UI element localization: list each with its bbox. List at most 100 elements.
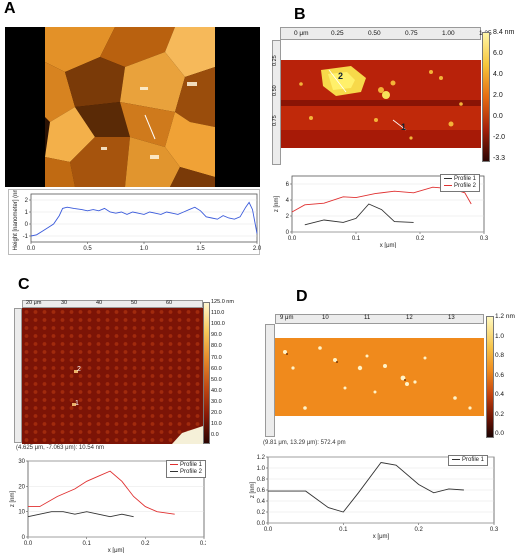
panel-b-colorbar-tick-3: 2.0 (493, 92, 503, 99)
panel-c-legend-label-1: Profile 1 (180, 462, 203, 468)
panel-c-colorbar-tick-9: 30.0 (211, 398, 222, 405)
panel-c-ruler-tick-2: 40 (96, 300, 103, 306)
x-tick-label: 0.5 (83, 246, 92, 252)
x-tick-label: 0.0 (288, 236, 297, 242)
panel-b-marker-1: 1 (401, 122, 407, 132)
panel-b-top-ruler (280, 27, 481, 40)
x-tick-label: 0.3 (480, 236, 489, 242)
panel-c-colorbar-tick-5: 70.0 (211, 354, 222, 361)
x-tick-label: 1.5 (196, 246, 205, 252)
y-tick-label: 0.2 (257, 510, 266, 516)
panel-b-colorbar-tick-4: 0.0 (493, 113, 503, 120)
x-axis-label: x [μm] (380, 243, 397, 248)
panel-c-colorbar-tick-4: 80.0 (211, 343, 222, 350)
y-tick-label: 0.8 (257, 477, 266, 483)
x-tick-label: 0.0 (264, 527, 273, 533)
panel-d-legend: Profile 1 (448, 455, 489, 466)
panel-c-side-ruler (14, 308, 22, 443)
x-axis-label: x [μm] (108, 548, 125, 553)
y-tick-label: 10 (18, 510, 25, 516)
panel-c-colorbar-tick-3: 90.0 (211, 332, 222, 339)
panel-d-colorbar-tick-3: 0.6 (495, 371, 505, 379)
series-line-profile-1 (304, 203, 414, 226)
panel-a-profile-chart: 0.0 0.5 1.0 1.5 2.0 2 1 0 -1 Height [nanometer] (… (13, 185, 262, 252)
panel-d-colorbar-tick-1: 1.0 (495, 332, 505, 340)
panel-a-afm-image (45, 27, 215, 187)
panel-d-colorbar-tick-6: 0.0 (495, 430, 505, 437)
panel-d-colorbar-tick-2: 0.8 (495, 352, 505, 359)
x-tick-label: 0.2 (414, 527, 423, 533)
y-tick-label: 0.6 (257, 488, 266, 494)
panel-b-colorbar-tick-2: 4.0 (493, 71, 503, 78)
x-tick-label: 0.2 (141, 541, 150, 547)
panel-b-legend-entry-1: Profile 1 (444, 176, 476, 183)
panel-b-legend-entry-2: Profile 2 (444, 183, 476, 190)
panel-d-colorbar-tick-0: 1.2 nm (495, 313, 515, 320)
panel-d-side-ruler (265, 324, 275, 437)
panel-d-status: (9.81 μm, 13.29 μm): 572.4 pm (263, 440, 346, 446)
panel-d-colorbar-tick-4: 0.4 (495, 391, 505, 398)
panel-c-colorbar-tick-2: 100.0 (211, 321, 225, 328)
panel-d-top-ruler (275, 314, 484, 324)
panel-c-ruler-tick-0: 20 μm (26, 300, 42, 306)
x-tick-label: 0.1 (339, 527, 348, 533)
panel-d-legend-entry-1: Profile 1 (452, 457, 484, 464)
series-line-profile-1 (268, 462, 464, 513)
panel-c-legend-label-2: Profile 2 (180, 469, 203, 475)
y-tick-label: 4 (286, 198, 290, 204)
y-axis-label: z [nm] (274, 196, 280, 213)
x-tick-label: 0.2 (416, 236, 425, 242)
panel-d-ruler-tick-0: 9 μm (280, 315, 294, 321)
y-axis-label: z [nm] (10, 491, 16, 508)
panel-b-colorbar-tick-6: -3.3 (493, 155, 506, 162)
panel-a-afm-frame (5, 27, 260, 187)
panel-b-afm-image (281, 60, 481, 148)
panel-d-colorbar (486, 316, 494, 438)
panel-c-colorbar-tick-0: 125.0 nm (211, 299, 234, 305)
y-tick-label: 0 (22, 535, 26, 541)
panel-d-afm-image (275, 338, 484, 416)
y-tick-label: 0 (286, 230, 290, 236)
panel-d-ruler-tick-1: 10 (322, 315, 329, 321)
panel-b-side-tick-1: 0.50 (272, 85, 278, 96)
panel-d-ruler-tick-3: 12 (406, 315, 413, 321)
panel-c-marker-2: 2 (77, 366, 81, 373)
panel-a-profile-box: 0.0 0.5 1.0 1.5 2.0 2 1 0 -1 Height [nanometer] (… (8, 185, 262, 255)
panel-c-marker-1: 1 (75, 400, 79, 407)
y-tick-label: 0.4 (257, 499, 266, 505)
panel-c-ruler-tick-4: 60 (166, 300, 173, 306)
panel-b-colorbar (482, 32, 490, 162)
panel-c-colorbar-tick-8: 40.0 (211, 387, 222, 394)
y-tick-label: 0 (25, 222, 29, 228)
panel-c-top-ruler (22, 300, 203, 308)
y-tick-label: 1.0 (257, 466, 266, 472)
panel-d-profile-box: 0.0 0.1 0.2 0.3 0.0 0.2 0.4 0.6 0.8 1.0 1.2 x [μm] z… (244, 449, 504, 541)
panel-b-legend: Profile 1 Profile 2 (440, 174, 481, 192)
panel-b-colorbar-tick-0: 8.4 nm (493, 29, 515, 36)
panel-b-ruler-tick-0: 0 μm (294, 30, 309, 37)
x-tick-label: 0.3 (490, 527, 499, 533)
panel-c-status: (4.625 μm, -7.063 μm): 10.54 nm (16, 445, 104, 451)
series-line-profile-1 (28, 470, 175, 515)
panel-c-afm-image (22, 308, 203, 444)
panel-d-profile-chart: 0.0 0.1 0.2 0.3 0.0 0.2 0.4 0.6 0.8 1.0 1.2 x [μm] z… (250, 455, 499, 540)
x-axis-label: x [μm] (373, 534, 390, 540)
series-line-profile-2 (27, 511, 134, 518)
panel-b-colorbar-tick-5: -2.0 (493, 134, 506, 141)
y-tick-label: 0.0 (257, 521, 266, 527)
panel-c-colorbar-tick-7: 50.0 (211, 376, 222, 383)
y-tick-label: 30 (18, 459, 25, 465)
x-tick-label: 0.0 (27, 246, 36, 252)
panel-c-colorbar-tick-11: 10.0 (211, 421, 222, 428)
panel-b-marker-2: 2 (338, 71, 344, 81)
panel-c-colorbar-tick-12: 0.0 (211, 432, 219, 439)
panel-letter-b: B (294, 6, 306, 23)
panel-c-colorbar (203, 302, 210, 444)
panel-letter-c: C (18, 276, 30, 293)
panel-b-side-ruler (272, 40, 281, 165)
panel-b-ruler-tick-1: 0.25 (331, 30, 344, 37)
panel-b-ruler-tick-4: 1.00 (442, 30, 455, 37)
x-tick-label: 2.0 (253, 246, 261, 252)
x-tick-label: 0.0 (24, 541, 33, 547)
panel-c-legend-entry-2: Profile 2 (170, 469, 202, 476)
